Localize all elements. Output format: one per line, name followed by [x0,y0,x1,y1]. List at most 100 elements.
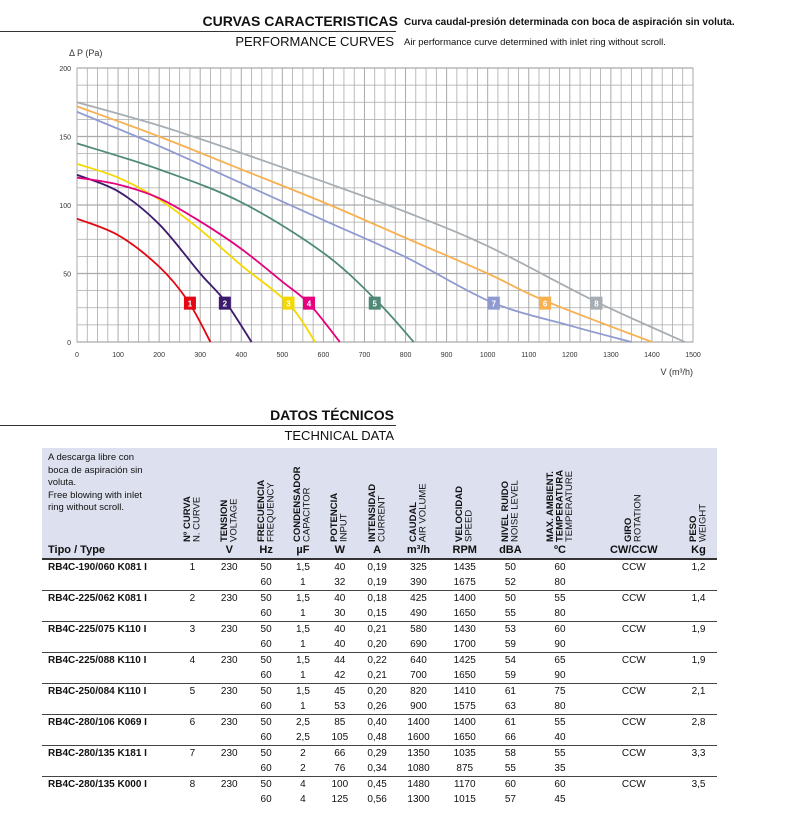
unit-header: dBA [499,544,522,556]
weight: 1,4 [680,590,717,606]
title-es: CURVAS CARACTERISTICAS [202,13,399,29]
unit-header: Hz [259,544,273,556]
x-tick-label: 900 [441,352,453,359]
cell: 65 [532,652,588,668]
cell: 640 [395,652,442,668]
cell: 50 [247,776,285,792]
model-type: RB4C-280/106 K069 I [42,714,174,730]
curve-label-box-2 [218,296,231,310]
cell: 490 [410,608,427,619]
table-row: RB4C-280/135 K000 I 8 230 50 4 100 0,45 1480 117… [42,776,717,792]
curve-number: 5 [174,683,211,699]
cell: 60 [260,577,272,588]
cell: 1400 [441,590,489,606]
cell: 390 [410,577,427,588]
x-tick-label: 1500 [685,352,701,359]
cell: 0,21 [358,621,396,637]
cell: 60 [260,763,272,774]
cell: 50 [247,683,285,699]
cell: 1 [300,608,306,619]
table-row: 60 1 30 0,15 490 1650 55 80 [42,606,717,622]
cell: 1,5 [284,621,322,637]
cell: 1410 [441,683,489,699]
curve-label-box-7 [487,296,500,310]
cell: 50 [247,621,285,637]
weight: 2,1 [680,683,717,699]
x-tick-label: 1400 [644,352,660,359]
x-tick-label: 1300 [603,352,619,359]
cell: 690 [410,639,427,650]
cell: 40 [554,732,566,743]
x-tick-label: 0 [75,352,79,359]
curve-number: 7 [174,745,211,761]
note-line: boca de aspiración sin [48,464,143,476]
cell: 55 [504,608,516,619]
cell: 100 [321,776,359,792]
unit-header: CW/CCW [609,544,658,556]
note-line: A descarga libre con [48,452,135,463]
cell: 40 [321,621,359,637]
cell: 50 [247,558,285,575]
cell: 57 [504,794,516,805]
column-header-en: ROTATION [632,494,644,542]
rotation: CCW [587,652,681,668]
cell: 1,5 [284,652,322,668]
cell: 50 [247,714,285,730]
rotation: CCW [587,621,681,637]
cell: 1675 [453,577,476,588]
y-axis-label: Δ P (Pa) [69,48,102,58]
curve-number: 3 [174,621,211,637]
column-header: PESO WEIGHT [680,448,717,542]
subtitle-en: Air performance curve determined with in… [404,37,666,48]
cell: 1430 [441,621,489,637]
cell: 0,40 [358,714,396,730]
cell: 0,22 [358,652,396,668]
cell: 54 [488,652,533,668]
unit-header: V [225,544,233,556]
cell: 61 [488,714,533,730]
column-header: CONDENSADOR CAPACITOR [285,448,322,542]
column-header-en: WEIGHT [697,504,709,542]
cell: 42 [334,670,346,681]
cell: 50 [247,652,285,668]
rotation: CCW [587,590,681,606]
cell: 55 [532,745,588,761]
x-tick-label: 1200 [562,352,578,359]
cell: 52 [504,577,516,588]
tech-rule [0,425,396,426]
curve-number: 6 [174,714,211,730]
cell: 60 [260,701,272,712]
table-row: RB4C-280/106 K069 I 6 230 50 2,5 85 0,40 1400 14… [42,714,717,730]
column-header-en: N. CURVE [191,496,203,542]
cell: 1,5 [284,558,322,575]
cell: 1650 [453,670,476,681]
voltage: 230 [210,745,248,761]
column-header-en: CAPACITOR [301,487,313,542]
cell: 1700 [453,639,476,650]
table-row: 60 4 125 0,56 1300 1015 57 45 [42,792,717,807]
cell: 60 [260,639,272,650]
table-row: 60 1 42 0,21 700 1650 59 90 [42,668,717,684]
cell: 0,20 [358,683,396,699]
cell: 40 [334,639,346,650]
cell: 32 [334,577,346,588]
curve-label-6: 6 [543,300,548,309]
cell: 60 [260,732,272,743]
cell: 0,20 [367,639,387,650]
x-tick-label: 600 [318,352,330,359]
x-tick-label: 200 [153,352,165,359]
cell: 55 [532,714,588,730]
cell: 80 [554,701,566,712]
cell: 1350 [395,745,442,761]
table-row: RB4C-225/088 K110 I 4 230 50 1,5 44 0,22 640 142… [42,652,717,668]
column-header: VELOCIDAD SPEED [441,448,488,542]
cell: 75 [532,683,588,699]
voltage: 230 [210,558,248,575]
cell: 1080 [407,763,430,774]
table-row: RB4C-280/135 K181 I 7 230 50 2 66 0,29 1350 1035… [42,745,717,761]
note-line: ring without scroll. [48,502,125,513]
curve-number: 4 [174,652,211,668]
cell: 0,19 [367,577,387,588]
cell: 55 [532,590,588,606]
cell: 1015 [453,794,476,805]
